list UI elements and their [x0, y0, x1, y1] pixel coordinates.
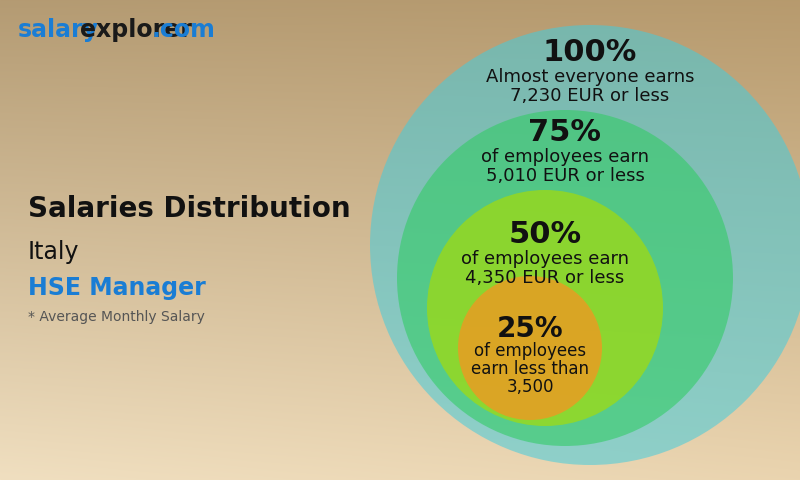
- Text: 50%: 50%: [509, 220, 582, 249]
- Text: of employees earn: of employees earn: [481, 148, 649, 166]
- Text: 3,500: 3,500: [506, 378, 554, 396]
- Text: 7,230 EUR or less: 7,230 EUR or less: [510, 87, 670, 105]
- Ellipse shape: [397, 110, 733, 446]
- Text: 100%: 100%: [543, 38, 637, 67]
- Text: .com: .com: [152, 18, 216, 42]
- Text: of employees: of employees: [474, 342, 586, 360]
- Text: 4,350 EUR or less: 4,350 EUR or less: [466, 269, 625, 287]
- Text: HSE Manager: HSE Manager: [28, 276, 206, 300]
- Ellipse shape: [458, 276, 602, 420]
- Text: salary: salary: [18, 18, 99, 42]
- Ellipse shape: [370, 25, 800, 465]
- Text: of employees earn: of employees earn: [461, 250, 629, 268]
- Text: Salaries Distribution: Salaries Distribution: [28, 195, 350, 223]
- Text: 5,010 EUR or less: 5,010 EUR or less: [486, 167, 645, 185]
- Text: Italy: Italy: [28, 240, 79, 264]
- Text: * Average Monthly Salary: * Average Monthly Salary: [28, 310, 205, 324]
- Text: 75%: 75%: [529, 118, 602, 147]
- Text: earn less than: earn less than: [471, 360, 589, 378]
- Ellipse shape: [427, 190, 663, 426]
- Text: Almost everyone earns: Almost everyone earns: [486, 68, 694, 86]
- Text: explorer: explorer: [80, 18, 192, 42]
- Text: 25%: 25%: [497, 315, 563, 343]
